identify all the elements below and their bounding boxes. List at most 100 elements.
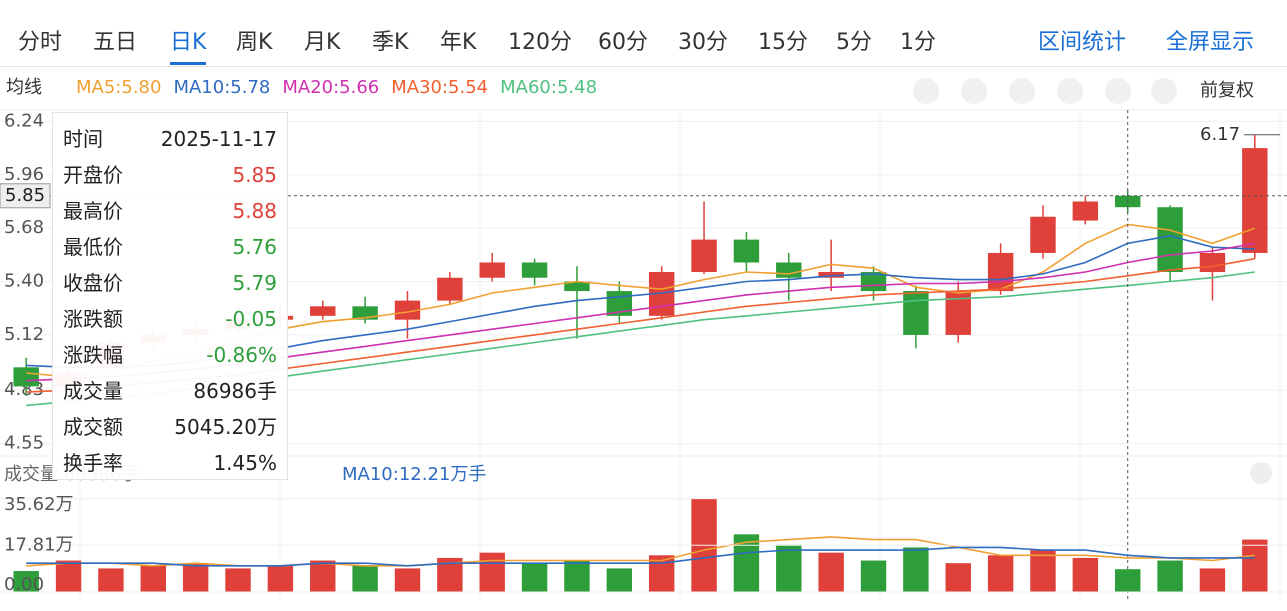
- volume-bar: [987, 555, 1014, 592]
- y-tick-label: 0.00: [4, 574, 44, 595]
- tooltip-key: 时间: [63, 127, 103, 151]
- volume-bar: [1157, 560, 1183, 592]
- tool-button[interactable]: [961, 78, 987, 104]
- tool-button[interactable]: [1057, 78, 1083, 104]
- tooltip-key: 收盘价: [63, 271, 123, 295]
- tooltip-value: 5.88: [232, 199, 277, 223]
- tooltip-key: 最高价: [63, 199, 123, 223]
- tool-button[interactable]: [1009, 78, 1035, 104]
- tooltip-row: 收盘价 5.79: [63, 265, 277, 301]
- tooltip-value: 86986手: [193, 379, 277, 403]
- close-button[interactable]: [1250, 462, 1272, 484]
- tab[interactable]: 60分: [598, 30, 648, 55]
- candle-body: [564, 281, 590, 292]
- tooltip-row: 最高价 5.88: [63, 193, 277, 229]
- ma-line: [26, 546, 1255, 567]
- ma-label: 均线: [6, 77, 42, 98]
- candle-body: [1030, 216, 1056, 253]
- tooltip-value: 1.45%: [213, 451, 277, 475]
- candle-body: [479, 262, 505, 278]
- ma-legend: MA5:5.80: [76, 77, 161, 98]
- ma-legend: MA60:5.48: [500, 77, 597, 98]
- volume-bar: [394, 568, 421, 592]
- candle-body: [310, 306, 336, 316]
- volume-bar: [903, 547, 929, 592]
- crosshair-label-bg: [0, 183, 51, 209]
- candle-body: [733, 239, 760, 263]
- y-tick-label: 17.81万: [4, 534, 74, 555]
- candle-body: [1157, 207, 1183, 273]
- volume-bar: [1115, 569, 1141, 592]
- tooltip-row: 成交量 86986手: [63, 373, 277, 409]
- tab[interactable]: 分时: [18, 30, 63, 55]
- tooltip-key: 开盘价: [63, 163, 123, 187]
- tooltip-value: 5045.20万: [174, 415, 277, 439]
- y-tick-label: 6.24: [4, 110, 44, 131]
- y-tick-label: 5.96: [4, 164, 44, 185]
- link[interactable]: 全屏显示: [1166, 30, 1255, 55]
- candle-body: [437, 277, 463, 301]
- tooltip-key: 涨跌幅: [63, 343, 123, 367]
- tooltip-value: -0.86%: [206, 343, 277, 367]
- tab[interactable]: 5分: [836, 30, 872, 55]
- volume-bar: [606, 568, 633, 592]
- tab[interactable]: 30分: [678, 30, 728, 55]
- volume-bar: [13, 571, 39, 592]
- adjust-button[interactable]: 前复权: [1200, 80, 1254, 101]
- volume-bar: [55, 560, 82, 592]
- last-price-label: 6.17: [1200, 124, 1240, 145]
- tab[interactable]: 1分: [900, 30, 936, 55]
- tooltip-row: 成交额 5045.20万: [63, 409, 277, 445]
- tooltip-row: 时间 2025-11-17: [63, 121, 277, 157]
- y-tick-label: 4.55: [4, 433, 44, 454]
- candle-body: [1199, 252, 1226, 273]
- volume-bar: [818, 552, 844, 592]
- tool-button[interactable]: [1151, 78, 1177, 104]
- y-tick-label: 5.68: [4, 217, 44, 238]
- candle-body: [1072, 201, 1099, 221]
- y-tick-label: 5.12: [4, 324, 44, 345]
- tooltip-value: -0.05: [225, 307, 277, 331]
- candle-body: [987, 252, 1014, 292]
- volume-bar: [352, 565, 378, 592]
- ma-legend: MA30:5.54: [391, 77, 488, 98]
- candle-body: [1242, 148, 1268, 253]
- tab[interactable]: 年K: [440, 30, 477, 55]
- tab[interactable]: 120分: [508, 30, 572, 55]
- volume-bar: [1199, 568, 1226, 592]
- candle-body: [691, 239, 717, 273]
- tooltip-row: 涨跌幅 -0.86%: [63, 337, 277, 373]
- volume-bar: [564, 560, 590, 592]
- ma-legend: MA10:5.78: [173, 77, 270, 98]
- tooltip-key: 成交额: [63, 415, 123, 439]
- volume-bar: [860, 560, 887, 592]
- tooltip-row: 换手率 1.45%: [63, 445, 277, 481]
- y-tick-label: 5.40: [4, 271, 44, 292]
- tooltip-key: 成交量: [63, 379, 123, 403]
- volume-bar: [776, 544, 802, 592]
- tab[interactable]: 日K: [170, 24, 207, 65]
- tab[interactable]: 周K: [236, 30, 273, 55]
- volume-bar: [945, 563, 971, 592]
- candle-body: [521, 262, 548, 278]
- volume-bar: [267, 565, 294, 592]
- link[interactable]: 区间统计: [1038, 30, 1127, 55]
- volume-bar: [98, 568, 124, 592]
- tab[interactable]: 季K: [372, 30, 409, 55]
- tool-button[interactable]: [1105, 78, 1131, 104]
- volume-bar: [225, 568, 251, 592]
- tooltip: 时间 2025-11-17 开盘价 5.85 最高价 5.88 最低价 5.76 收盘价 5.79…: [52, 112, 288, 480]
- ma-legend: MA20:5.66: [282, 77, 379, 98]
- candle-body: [903, 291, 929, 335]
- tab[interactable]: 月K: [304, 30, 341, 55]
- tab[interactable]: 15分: [758, 30, 808, 55]
- tooltip-row: 最低价 5.76: [63, 229, 277, 265]
- tooltip-value: 5.76: [232, 235, 277, 259]
- tool-button[interactable]: [913, 78, 939, 104]
- tooltip-value: 5.85: [232, 163, 277, 187]
- tab[interactable]: 五日: [93, 30, 138, 55]
- volume-legend: MA10:12.21万手: [342, 464, 486, 485]
- volume-bar: [182, 563, 209, 592]
- volume-bar: [1242, 539, 1268, 592]
